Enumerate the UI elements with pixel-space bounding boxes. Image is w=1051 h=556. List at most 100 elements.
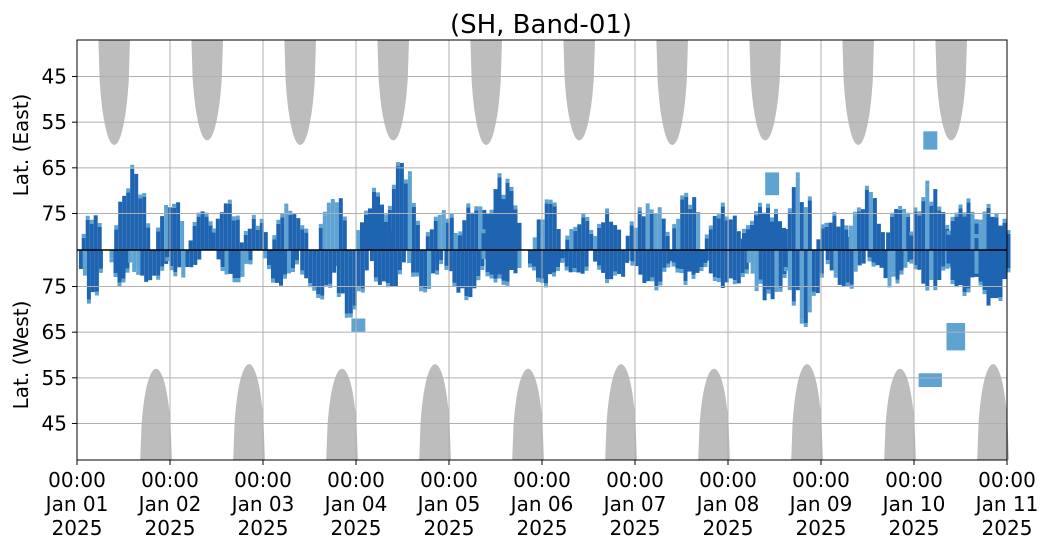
- east-cell: [93, 215, 98, 250]
- east-cell-fringe: [593, 236, 598, 240]
- east-cell: [766, 207, 770, 250]
- east-activity-blob-2: [114, 164, 151, 250]
- x-tick-label: Jan 01: [44, 492, 109, 516]
- west-cell-fringe: [480, 266, 485, 270]
- west-cell: [929, 250, 934, 276]
- east-cell: [994, 217, 999, 250]
- east-activity-patch-2: [765, 172, 780, 196]
- west-cell: [197, 250, 202, 260]
- east-activity-blob-17: [625, 203, 670, 250]
- west-cell-fringe: [691, 274, 696, 279]
- x-tick-label: Jan 11: [974, 492, 1039, 516]
- west-cell: [833, 250, 838, 274]
- west-cell-fringe: [121, 278, 126, 283]
- west-cell: [978, 250, 983, 282]
- east-cell: [342, 220, 347, 250]
- west-cell: [787, 250, 792, 287]
- east-cell-fringe: [425, 232, 430, 237]
- west-cell: [675, 250, 680, 269]
- west-cell: [389, 250, 394, 287]
- east-cell: [898, 209, 903, 250]
- east-cell: [481, 233, 486, 250]
- west-cell: [509, 250, 514, 270]
- east-cell-fringe: [383, 217, 388, 222]
- east-cell: [937, 210, 942, 250]
- east-cell: [724, 220, 729, 250]
- x-tick-label: Jan 09: [788, 492, 853, 516]
- east-cell-fringe: [832, 212, 837, 216]
- east-cell: [970, 211, 975, 250]
- west-night-lobe-9: [884, 368, 916, 460]
- west-cell: [275, 250, 279, 283]
- west-cell-fringe: [439, 260, 444, 265]
- west-cell: [646, 250, 651, 282]
- x-tick-label: 00:00: [420, 468, 478, 492]
- east-cell-fringe: [192, 222, 197, 226]
- east-cell: [380, 204, 384, 250]
- east-cell: [609, 221, 614, 250]
- east-cell: [219, 212, 224, 250]
- west-cell-fringe: [532, 266, 536, 271]
- west-cell: [460, 250, 465, 289]
- west-cell-fringe: [485, 272, 490, 277]
- west-cell-fringe: [675, 268, 680, 273]
- west-cell: [857, 250, 862, 266]
- east-cell-fringe: [856, 207, 861, 212]
- west-cell: [344, 250, 349, 314]
- east-cell: [360, 222, 364, 250]
- east-cell: [653, 214, 658, 250]
- east-cell-fringe: [501, 194, 506, 199]
- west-cell: [671, 250, 676, 263]
- west-cell: [444, 250, 449, 266]
- east-cell-fringe: [126, 188, 131, 193]
- west-cell-fringe: [1006, 268, 1011, 273]
- west-cell: [811, 250, 816, 292]
- west-cell-fringe: [933, 286, 938, 291]
- east-activity-blob-7: [272, 203, 309, 250]
- west-cell: [899, 250, 904, 271]
- west-activity-blob-12: [481, 250, 522, 286]
- east-night-lobe-4: [377, 40, 409, 141]
- west-cell-fringe: [703, 263, 708, 268]
- east-cell: [466, 207, 471, 250]
- west-cell-fringe: [662, 267, 667, 272]
- west-cell: [941, 250, 946, 267]
- east-cell-fringe: [231, 216, 236, 221]
- y-tick-label-east: 65: [42, 156, 67, 180]
- east-cell: [156, 231, 161, 250]
- east-cell-fringe: [304, 228, 309, 233]
- west-cell: [113, 250, 118, 273]
- x-tick-label: 00:00: [48, 468, 106, 492]
- west-cell: [121, 250, 126, 279]
- east-cell-fringe: [356, 230, 360, 235]
- west-cell: [532, 250, 536, 267]
- west-night-lobe-10: [977, 364, 1009, 460]
- west-cell: [740, 250, 745, 274]
- west-cell: [867, 250, 872, 258]
- east-cell: [470, 212, 475, 250]
- east-night-lobe-6: [563, 40, 595, 141]
- west-cell-fringe: [415, 272, 420, 277]
- west-cell-fringe: [683, 281, 688, 286]
- east-activity-blob-23: [848, 185, 885, 250]
- east-cell: [824, 226, 829, 250]
- east-cell: [280, 217, 285, 250]
- east-cell: [880, 232, 885, 250]
- east-cell: [403, 183, 408, 250]
- west-cell-fringe: [295, 260, 299, 265]
- east-cell: [720, 206, 725, 250]
- west-activity-blob-19: [746, 250, 791, 301]
- west-cell-fringe: [584, 266, 589, 271]
- west-cell: [316, 250, 321, 294]
- east-night-lobe-3: [284, 40, 316, 145]
- east-cell-fringe: [395, 162, 400, 167]
- west-cell: [871, 250, 876, 263]
- east-cell-fringe: [272, 235, 277, 240]
- west-cell-fringe: [160, 266, 165, 271]
- east-cell-fringe: [770, 217, 774, 222]
- east-cell-fringe: [251, 214, 256, 219]
- west-cell-fringe: [283, 274, 287, 279]
- east-cell: [330, 199, 335, 250]
- west-cell: [224, 250, 229, 275]
